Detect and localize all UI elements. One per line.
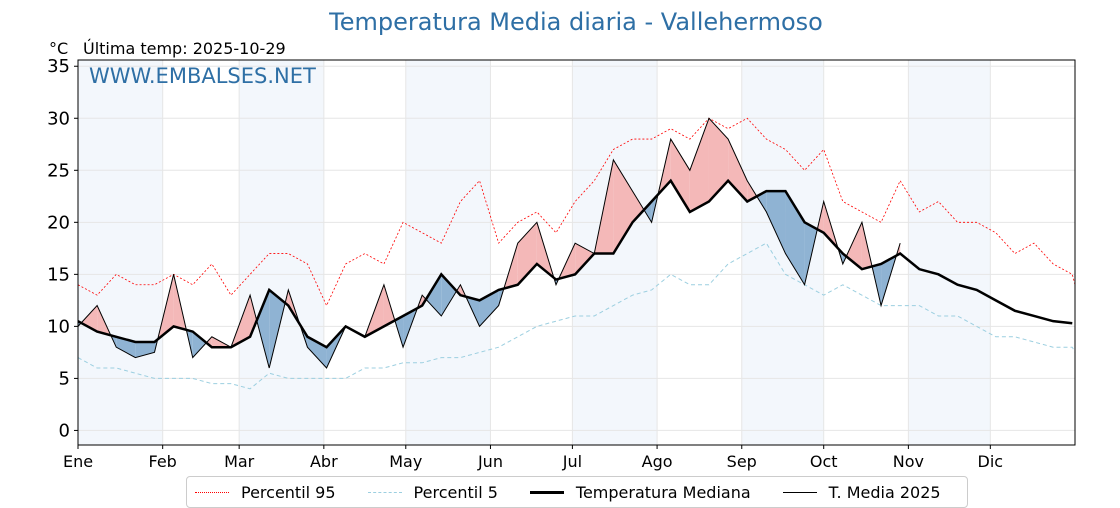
fill-below-median [766, 191, 786, 254]
x-tick-label: Ago [642, 452, 673, 471]
y-tick-label: 15 [47, 264, 70, 285]
median-line [77, 178, 1073, 349]
fill-below-median [269, 289, 286, 368]
fill-below-median [643, 201, 652, 223]
chart-title: Temperatura Media diaria - Vallehermoso [329, 8, 823, 36]
fill-below-median [441, 274, 457, 316]
legend-label: Percentil 95 [241, 482, 336, 502]
x-tick-label: Mar [224, 452, 255, 471]
legend-swatch [195, 491, 229, 493]
y-tick-label: 20 [47, 212, 70, 233]
fill-below-median [256, 289, 270, 368]
fill-above-median [250, 295, 257, 337]
month-band [78, 60, 163, 445]
x-tick-label: Jul [562, 452, 582, 471]
y-tick-label: 25 [47, 160, 70, 181]
y-tick-label: 5 [59, 368, 70, 389]
fill-above-median [689, 118, 709, 212]
temp-2025-line [77, 117, 901, 369]
x-tick-label: Abr [310, 452, 338, 471]
legend-label: Temperatura Mediana [575, 482, 751, 502]
x-tick-label: Nov [893, 452, 924, 471]
y-tick-label: 0 [59, 420, 70, 441]
fill-above-median [846, 222, 862, 270]
fill-below-median [425, 274, 442, 316]
fill-above-median [670, 139, 690, 212]
fill-above-median [575, 243, 595, 275]
fill-below-median [116, 336, 136, 358]
y-tick-label: 35 [47, 56, 70, 77]
month-band [908, 60, 991, 445]
x-tick-label: May [389, 452, 422, 471]
x-tick-label: Ene [63, 452, 93, 471]
legend-swatch [367, 491, 402, 493]
fill-above-median [632, 191, 644, 223]
x-tick-label: Sep [727, 452, 757, 471]
legend-label: Percentil 5 [413, 482, 498, 502]
x-tick-label: Dic [978, 452, 1004, 471]
last-temp-date: Última temp: 2025-10-29 [83, 39, 286, 58]
fill-above-median [708, 118, 729, 202]
legend-item-p95: Percentil 95 [195, 483, 336, 502]
legend-item-2025: T. Media 2025 [782, 482, 941, 502]
month-band [405, 60, 491, 445]
x-tick-label: Oct [810, 452, 838, 471]
y-axis-unit: °C [49, 39, 69, 58]
x-tick-label: Jun [477, 452, 503, 471]
legend-swatch [529, 490, 564, 494]
percentile-5-line [77, 242, 1076, 390]
legend-item-p5: Percentil 5 [367, 482, 498, 502]
fill-below-median [192, 331, 207, 358]
x-tick-label: Feb [149, 452, 177, 471]
fill-below-median [307, 336, 327, 368]
percentile-95-line [77, 117, 1076, 307]
watermark: WWW.EMBALSES.NET [89, 64, 316, 88]
month-band [239, 60, 324, 445]
legend-item-median: Temperatura Mediana [529, 482, 751, 502]
legend: Percentil 95 Percentil 5 Temperatura Med… [186, 476, 968, 508]
y-tick-label: 30 [47, 108, 70, 129]
legend-swatch [782, 491, 817, 493]
legend-label: T. Media 2025 [828, 482, 941, 502]
plot-frame [77, 59, 1076, 446]
y-tick-label: 10 [47, 316, 70, 337]
